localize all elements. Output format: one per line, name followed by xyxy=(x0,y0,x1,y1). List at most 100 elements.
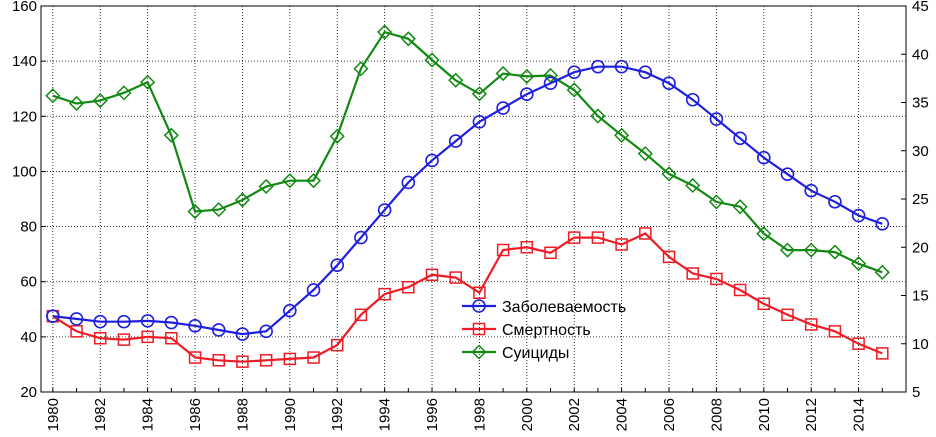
series-line-1 xyxy=(52,232,883,363)
data-point xyxy=(46,309,60,323)
x-tick-label: 2004 xyxy=(614,398,631,431)
data-point xyxy=(283,303,297,318)
data-point xyxy=(827,244,843,260)
x-tick-label: 2008 xyxy=(708,398,725,431)
data-point xyxy=(803,242,819,258)
y2-tick-label: 25 xyxy=(912,191,929,208)
series-layer xyxy=(45,24,890,368)
data-point xyxy=(543,76,558,90)
data-point xyxy=(686,267,699,280)
x-tick-label: 1982 xyxy=(92,398,109,431)
data-point xyxy=(188,319,202,333)
x-tick-label: 1990 xyxy=(282,398,299,431)
data-point xyxy=(235,327,250,341)
data-point xyxy=(449,271,462,284)
data-point xyxy=(93,331,107,345)
data-point xyxy=(258,178,274,195)
data-point xyxy=(211,323,226,337)
series-line-2 xyxy=(52,30,883,274)
data-point xyxy=(685,177,701,194)
data-point xyxy=(69,312,84,326)
data-point xyxy=(68,95,85,112)
data-point xyxy=(520,241,534,254)
data-point xyxy=(519,68,535,85)
y-tick-label: 140 xyxy=(12,53,37,70)
y-tick-label: 100 xyxy=(12,163,37,180)
data-point xyxy=(733,131,747,146)
data-point xyxy=(780,167,795,181)
legend-marker xyxy=(471,344,487,360)
data-point xyxy=(400,31,416,47)
series-line-0 xyxy=(52,65,883,336)
y2-tick-label: 10 xyxy=(912,336,929,353)
y2-tick-label: 15 xyxy=(912,288,929,305)
data-point xyxy=(520,87,534,102)
data-point xyxy=(165,331,178,345)
data-point xyxy=(685,92,700,107)
data-point xyxy=(828,325,842,338)
data-point xyxy=(140,314,155,328)
data-point xyxy=(804,183,819,198)
x-tick-label: 1988 xyxy=(234,398,251,431)
x-tick-label: 1998 xyxy=(471,398,488,431)
data-point xyxy=(377,203,392,217)
data-point xyxy=(779,242,796,258)
data-point xyxy=(282,173,298,189)
y2-tick-label: 20 xyxy=(912,239,929,256)
data-point xyxy=(614,127,630,143)
data-point xyxy=(283,352,297,366)
x-tick-label: 1994 xyxy=(377,398,394,431)
data-point xyxy=(378,287,391,301)
data-point xyxy=(45,88,61,104)
data-point xyxy=(259,354,273,367)
data-point xyxy=(330,258,345,272)
x-tick-label: 1986 xyxy=(187,398,204,431)
data-point xyxy=(733,283,747,297)
legend-marker xyxy=(472,299,486,313)
data-point xyxy=(591,231,605,244)
data-point xyxy=(851,208,866,223)
y-tick-label: 20 xyxy=(20,384,37,401)
data-point xyxy=(662,250,676,264)
data-point xyxy=(590,108,606,124)
data-point xyxy=(781,308,794,322)
y-tick-label: 60 xyxy=(20,274,37,291)
data-point xyxy=(566,82,582,98)
y2-tick-label: 35 xyxy=(912,95,929,112)
data-point xyxy=(259,324,273,339)
data-point xyxy=(852,337,865,350)
data-point xyxy=(661,166,677,182)
x-tick-label: 1984 xyxy=(140,398,157,431)
data-point xyxy=(876,347,889,360)
legend-label: Смертность xyxy=(502,322,591,339)
legend-label: Заболеваемость xyxy=(502,299,626,316)
data-point xyxy=(638,65,653,79)
data-point xyxy=(708,194,724,210)
legend-item: Заболеваемость xyxy=(462,299,626,316)
data-point xyxy=(567,65,582,79)
data-point xyxy=(710,272,723,286)
data-point xyxy=(187,203,203,220)
data-point xyxy=(354,230,368,245)
data-point xyxy=(163,127,179,143)
data-point xyxy=(567,231,581,244)
data-point xyxy=(472,115,487,129)
legend-item: Суициды xyxy=(462,344,569,362)
x-tick-label: 2014 xyxy=(851,398,868,431)
data-point xyxy=(874,264,890,280)
y2-tick-label: 45 xyxy=(912,0,929,15)
data-point xyxy=(305,173,322,189)
data-point xyxy=(757,150,771,165)
data-point xyxy=(709,112,724,126)
data-point xyxy=(307,351,320,364)
data-point xyxy=(851,256,867,272)
data-point xyxy=(732,199,748,215)
legend-item: Смертность xyxy=(462,322,591,339)
data-point xyxy=(662,76,676,90)
data-point xyxy=(425,153,439,168)
axis-layer: 20 40 60 80 100 120 140 160 5 10 15 20 25 30 35 40 45 198… xyxy=(12,0,929,431)
x-tick-label: 2006 xyxy=(661,398,678,431)
data-point xyxy=(425,268,439,282)
